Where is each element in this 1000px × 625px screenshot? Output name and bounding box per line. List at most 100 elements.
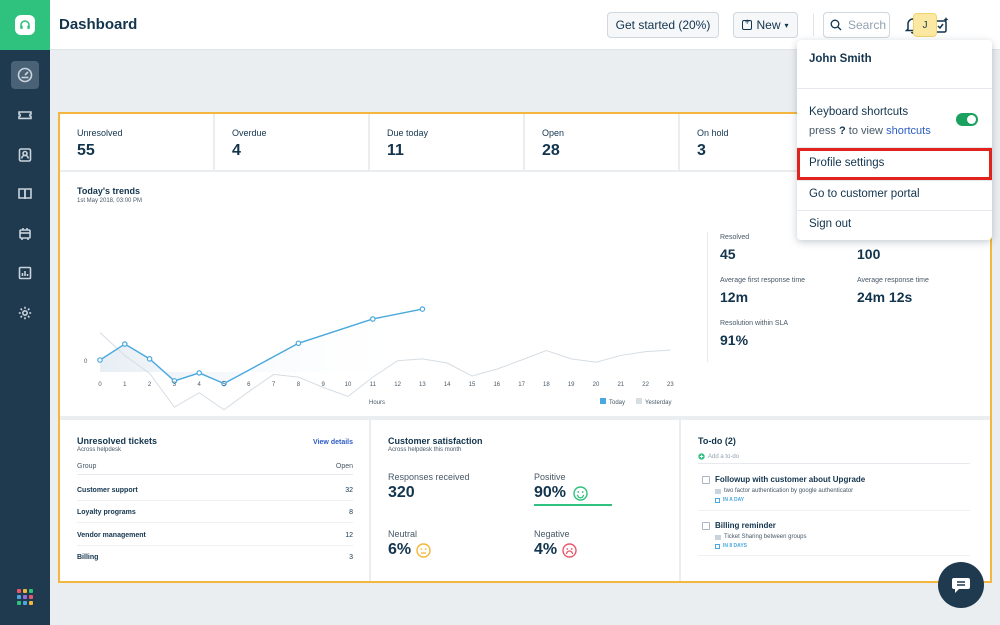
data-point-today[interactable] xyxy=(171,378,178,384)
table-row-group[interactable]: Customer support xyxy=(77,487,138,494)
shortcuts-key: ? xyxy=(838,125,846,137)
divider xyxy=(813,14,814,36)
x-tick-label: 6 xyxy=(247,382,251,388)
x-tick-label: 19 xyxy=(568,382,575,388)
todo-due-text: IN A DAY xyxy=(723,497,745,503)
x-tick-label: 22 xyxy=(642,382,649,388)
divider xyxy=(698,555,970,556)
search-placeholder: Search xyxy=(848,18,887,32)
metric-label: Average first response time xyxy=(720,277,806,284)
metric-value: 100 xyxy=(857,246,881,262)
stat-card-unresolved[interactable]: Unresolved 55 xyxy=(60,114,213,170)
stat-value: 3 xyxy=(697,142,706,159)
table-row-group[interactable]: Vendor management xyxy=(77,532,146,539)
todo-title: Followup with customer about Upgrade xyxy=(715,475,866,484)
ticket-icon xyxy=(715,534,721,540)
table-row-open: 12 xyxy=(345,532,353,539)
dashboard-icon[interactable] xyxy=(11,61,39,89)
todo-checkbox[interactable] xyxy=(702,476,710,484)
stat-card-open[interactable]: Open 28 xyxy=(525,114,678,170)
keyboard-shortcuts-toggle[interactable] xyxy=(956,113,978,126)
x-tick-label: 1 xyxy=(123,382,127,388)
panel-title: To-do (2) xyxy=(698,436,736,446)
positive-bar xyxy=(534,504,612,506)
avatar[interactable]: J xyxy=(913,13,937,37)
reports-icon[interactable] xyxy=(11,259,39,287)
series-area-today xyxy=(100,309,423,384)
x-tick-label: 8 xyxy=(297,382,301,388)
data-point-today[interactable] xyxy=(369,316,376,322)
x-tick-label: 5 xyxy=(222,382,226,388)
chat-icon xyxy=(952,578,970,593)
data-point-today[interactable] xyxy=(146,356,153,362)
add-todo-input[interactable]: Add a to-do xyxy=(698,453,739,460)
divider xyxy=(797,210,992,211)
headset-icon xyxy=(15,15,35,35)
stat-value: 4 xyxy=(232,142,241,159)
x-tick-label: 12 xyxy=(394,382,401,388)
page-title: Dashboard xyxy=(59,16,138,33)
legend-yesterday-swatch xyxy=(636,398,642,404)
new-button[interactable]: New ▾ xyxy=(733,12,798,38)
search-icon xyxy=(830,19,842,31)
panel-title: Unresolved tickets xyxy=(77,436,158,446)
data-point-today[interactable] xyxy=(221,380,227,387)
data-point-today[interactable] xyxy=(295,340,302,347)
data-point-today[interactable] xyxy=(97,357,103,363)
sign-out-menu-item[interactable]: Sign out xyxy=(809,218,852,230)
divider xyxy=(707,232,708,362)
table-row-group[interactable]: Loyalty programs xyxy=(77,509,136,516)
highlight-box xyxy=(797,148,992,180)
metric-value: 12m xyxy=(720,289,749,305)
tickets-icon[interactable] xyxy=(11,101,39,129)
todo-due-text: IN 8 DAYS xyxy=(723,543,747,549)
todo-detail: two factor authentication by google auth… xyxy=(715,488,853,494)
todo-due: IN A DAY xyxy=(715,497,744,503)
apps-grid-icon[interactable] xyxy=(17,589,33,605)
freshdesk-logo[interactable] xyxy=(0,0,50,50)
todo-due: IN 8 DAYS xyxy=(715,543,747,549)
stat-card-overdue[interactable]: Overdue 4 xyxy=(215,114,368,170)
contacts-icon[interactable] xyxy=(11,141,39,169)
data-point-today[interactable] xyxy=(419,306,426,312)
todo-checkbox[interactable] xyxy=(702,522,710,530)
divider xyxy=(698,510,970,511)
stat-label: On hold xyxy=(697,128,729,138)
divider xyxy=(797,180,992,181)
data-point-today[interactable] xyxy=(196,370,203,376)
social-icon[interactable] xyxy=(11,220,39,248)
stat-label: Unresolved xyxy=(77,128,123,138)
table-row-group[interactable]: Billing xyxy=(77,554,99,561)
x-tick-label: 20 xyxy=(593,382,600,388)
stat-card-due-today[interactable]: Due today 11 xyxy=(370,114,523,170)
x-tick-label: 10 xyxy=(345,382,352,388)
todo-detail: Ticket Sharing between groups xyxy=(715,534,807,540)
topbar: Dashboard Get started (20%) New ▾ Search… xyxy=(50,0,1000,50)
legend-today-swatch xyxy=(600,398,606,404)
user-name: John Smith xyxy=(809,53,872,65)
shortcuts-hint-mid: to view xyxy=(848,125,884,137)
x-tick-label: 7 xyxy=(272,382,276,388)
legend-yesterday-label: Yesterday xyxy=(645,400,671,406)
customer-portal-menu-item[interactable]: Go to customer portal xyxy=(809,188,920,200)
x-tick-label: 15 xyxy=(469,382,476,388)
chat-widget-button[interactable] xyxy=(938,562,984,608)
view-details-link[interactable]: View details xyxy=(313,439,353,446)
shortcuts-hint: press ? to view shortcuts xyxy=(809,125,931,137)
profile-dropdown: John Smith Keyboard shortcuts press ? to… xyxy=(797,40,992,240)
smiley-neutral-icon xyxy=(416,543,431,558)
smiley-sad-icon xyxy=(562,543,577,558)
plus-circle-icon xyxy=(698,453,705,460)
search-input[interactable]: Search xyxy=(823,12,890,38)
solutions-icon[interactable] xyxy=(11,180,39,208)
x-tick-label: 18 xyxy=(543,382,550,388)
shortcuts-link[interactable]: shortcuts xyxy=(886,125,931,137)
panel-title: Customer satisfaction xyxy=(388,436,483,446)
profile-settings-menu-item[interactable]: Profile settings xyxy=(809,157,885,169)
settings-icon[interactable] xyxy=(11,299,39,327)
get-started-button[interactable]: Get started (20%) xyxy=(607,12,719,38)
series-line-yesterday xyxy=(99,332,671,411)
data-point-today[interactable] xyxy=(122,341,128,347)
trends-date: 1st May 2018, 03:00 PM xyxy=(77,198,143,204)
x-tick-label: 2 xyxy=(148,382,152,388)
